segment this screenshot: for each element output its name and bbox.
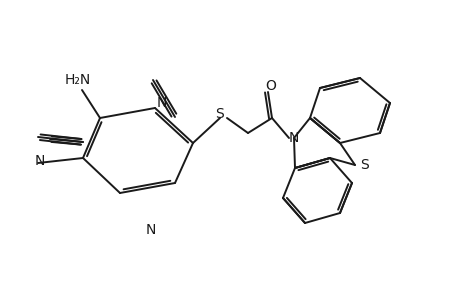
- Text: S: S: [360, 158, 369, 172]
- Text: N: N: [35, 154, 45, 168]
- Text: O: O: [265, 79, 276, 93]
- Text: N: N: [288, 131, 298, 145]
- Text: N: N: [146, 223, 156, 237]
- Text: N: N: [157, 96, 167, 110]
- Text: H₂N: H₂N: [65, 73, 91, 87]
- Text: S: S: [215, 107, 224, 121]
